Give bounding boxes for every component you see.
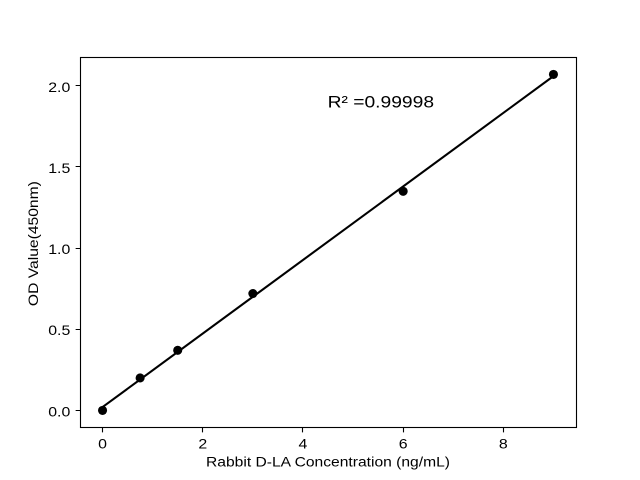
svg-text:4: 4 bbox=[299, 436, 308, 452]
svg-text:Rabbit D-LA Concentration (ng/: Rabbit D-LA Concentration (ng/mL) bbox=[206, 454, 450, 470]
svg-text:2: 2 bbox=[198, 436, 207, 452]
svg-text:0.5: 0.5 bbox=[48, 322, 70, 338]
svg-text:8: 8 bbox=[499, 436, 508, 452]
svg-text:0.0: 0.0 bbox=[48, 403, 70, 419]
svg-text:1.0: 1.0 bbox=[48, 241, 70, 257]
svg-text:OD Value(450nm): OD Value(450nm) bbox=[25, 181, 41, 306]
svg-text:2.0: 2.0 bbox=[48, 79, 70, 95]
svg-text:R² =0.99998: R² =0.99998 bbox=[328, 93, 434, 112]
svg-text:6: 6 bbox=[399, 436, 408, 452]
svg-text:1.5: 1.5 bbox=[48, 160, 70, 176]
svg-text:0: 0 bbox=[98, 436, 107, 452]
